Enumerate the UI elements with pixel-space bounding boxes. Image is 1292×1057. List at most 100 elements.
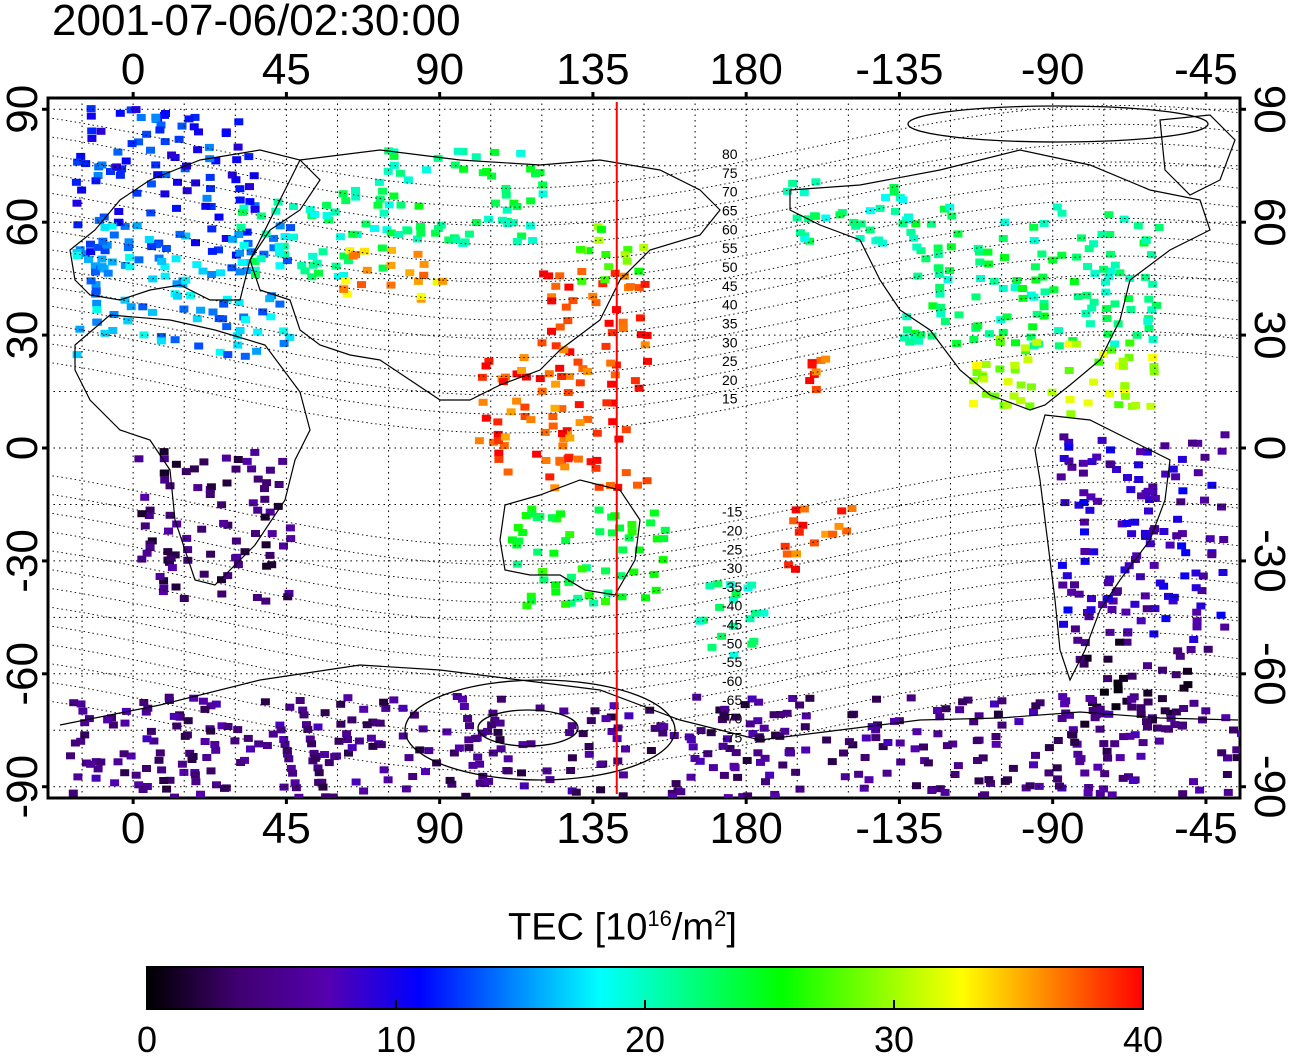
- tec-cell-japan: [634, 284, 644, 292]
- tec-cell-central-asia: [419, 271, 429, 279]
- tec-cell-antarctica: [484, 777, 494, 785]
- tec-cell-antarctica: [314, 769, 324, 777]
- lon-tick-mark: [591, 92, 595, 98]
- tec-cell-north-america: [1147, 306, 1157, 314]
- tec-cell-north-america: [1110, 340, 1120, 348]
- tec-cell-south-america: [1177, 455, 1187, 463]
- tec-cell-antarctica: [320, 709, 330, 717]
- tec-cell-australia: [649, 570, 659, 578]
- tec-cell-antarctica: [190, 771, 200, 779]
- tec-cell-europe-central: [132, 222, 142, 230]
- tec-cell-south-america: [1130, 518, 1140, 526]
- tec-cell-north-america: [1126, 306, 1136, 313]
- tec-cell-europe-central: [265, 295, 275, 303]
- tec-cell-antarctica: [935, 713, 945, 721]
- tec-cell-russia: [250, 257, 260, 265]
- tec-cell-africa: [273, 502, 283, 510]
- tec-cell-se-asia: [608, 418, 618, 426]
- tec-cell-north-america: [989, 277, 999, 285]
- tec-cell-antarctica: [719, 712, 729, 720]
- tec-cell-north-america: [973, 322, 983, 330]
- tec-cell-antarctica: [1102, 747, 1112, 755]
- tec-cell-antarctica: [760, 754, 770, 762]
- tec-cell-south-america: [1219, 536, 1229, 543]
- lat-tick-mark: [42, 333, 48, 337]
- maglat-label: -20: [722, 523, 742, 539]
- tec-cell-antarctica: [305, 735, 315, 743]
- tec-cell-africa: [137, 510, 147, 518]
- tec-cell-australia: [594, 506, 604, 514]
- tec-cell-antarctica: [991, 733, 1001, 740]
- tec-cell-south-america: [1108, 597, 1118, 605]
- tec-cell-antarctica: [464, 736, 474, 744]
- tec-cell-japan: [604, 319, 614, 327]
- tec-cell-japan: [625, 283, 635, 291]
- tec-cell-europe-central: [179, 305, 189, 313]
- tec-cell-europe-central: [125, 263, 135, 271]
- tec-cell-south-america: [1063, 606, 1073, 614]
- tec-cell-australia: [641, 594, 650, 602]
- tec-cell-antarctica: [170, 793, 179, 798]
- tec-cell-south-pacific: [798, 521, 808, 529]
- maglat-label: 65: [722, 203, 738, 219]
- tec-cell-south-america: [1135, 573, 1145, 581]
- tec-cell-antarctica: [401, 785, 411, 793]
- tec-cell-south-america: [1168, 465, 1178, 473]
- colorbar-tick-label: 0: [137, 1019, 157, 1057]
- tec-cell-north-america: [1119, 215, 1129, 223]
- tec-cell-antarctica: [1083, 789, 1093, 797]
- tec-cell-north-america: [1152, 301, 1161, 309]
- tec-cell-japan-north: [622, 257, 632, 265]
- tec-cell-antarctica: [1025, 782, 1035, 790]
- tec-cell-europe-north: [152, 241, 161, 249]
- tec-cell-antarctica: [839, 749, 848, 757]
- tec-cell-antarctica: [66, 752, 75, 760]
- tec-cell-australia: [651, 586, 661, 594]
- tec-cell-se-asia: [498, 378, 508, 386]
- tec-cell-antarctica: [334, 737, 344, 745]
- tec-cell-europe-north: [191, 239, 200, 247]
- north-magnetic-pole-oval: [907, 105, 1209, 143]
- tec-cell-australia: [629, 568, 639, 576]
- tec-cell-europe-central: [139, 331, 149, 339]
- tec-cell-south-america-south: [1095, 705, 1105, 713]
- tec-cell-south-america: [1105, 460, 1115, 468]
- tec-cell-antarctica: [859, 784, 869, 792]
- tec-cell-antarctica: [1115, 754, 1125, 762]
- tec-cell-antarctica: [157, 766, 167, 774]
- tec-cell-russia: [289, 233, 298, 241]
- tec-cell-japan-north: [577, 277, 587, 285]
- tec-cell-australia: [551, 588, 561, 596]
- tec-cell-antarctica: [483, 727, 493, 735]
- tec-cell-antarctica: [1073, 750, 1083, 758]
- tec-cell-se-asia: [592, 456, 602, 464]
- tec-cell-siberia: [535, 169, 545, 177]
- tec-cell-russia: [308, 252, 318, 260]
- maglat-label: 30: [722, 334, 738, 350]
- tec-cell-australia: [603, 589, 613, 597]
- tec-cell-antarctica: [447, 780, 457, 788]
- tec-cell-south-america-south: [1143, 689, 1153, 697]
- tec-cell-north-america: [902, 326, 912, 334]
- tec-cell-south-america: [1149, 630, 1159, 638]
- tec-cell-south-america-south: [1119, 674, 1128, 682]
- tec-cell-north-america: [1102, 315, 1112, 322]
- tec-cell-se-asia: [583, 415, 593, 423]
- tec-cell-south-america: [1217, 503, 1226, 511]
- tec-cell-australia: [566, 599, 576, 607]
- tec-cell-north-america: [926, 220, 936, 228]
- tec-cell-antarctica: [461, 792, 471, 798]
- tec-cell-antarctica: [883, 739, 893, 746]
- tec-cell-mexico-caribbean: [995, 335, 1005, 343]
- tec-cell-north-america: [1141, 237, 1151, 245]
- tec-cell-se-asia: [512, 397, 522, 405]
- lat-label-right: 30: [1245, 311, 1292, 360]
- tec-cell-antarctica: [1100, 770, 1110, 778]
- tec-cell-siberia: [484, 215, 494, 223]
- tec-cell-se-asia: [517, 367, 526, 374]
- tec-cell-europe-central: [123, 244, 133, 252]
- tec-cell-antarctica: [262, 742, 272, 749]
- tec-cell-europe-central: [222, 295, 232, 303]
- tec-cell-africa: [171, 460, 181, 468]
- tec-cell-europe-north: [127, 140, 137, 148]
